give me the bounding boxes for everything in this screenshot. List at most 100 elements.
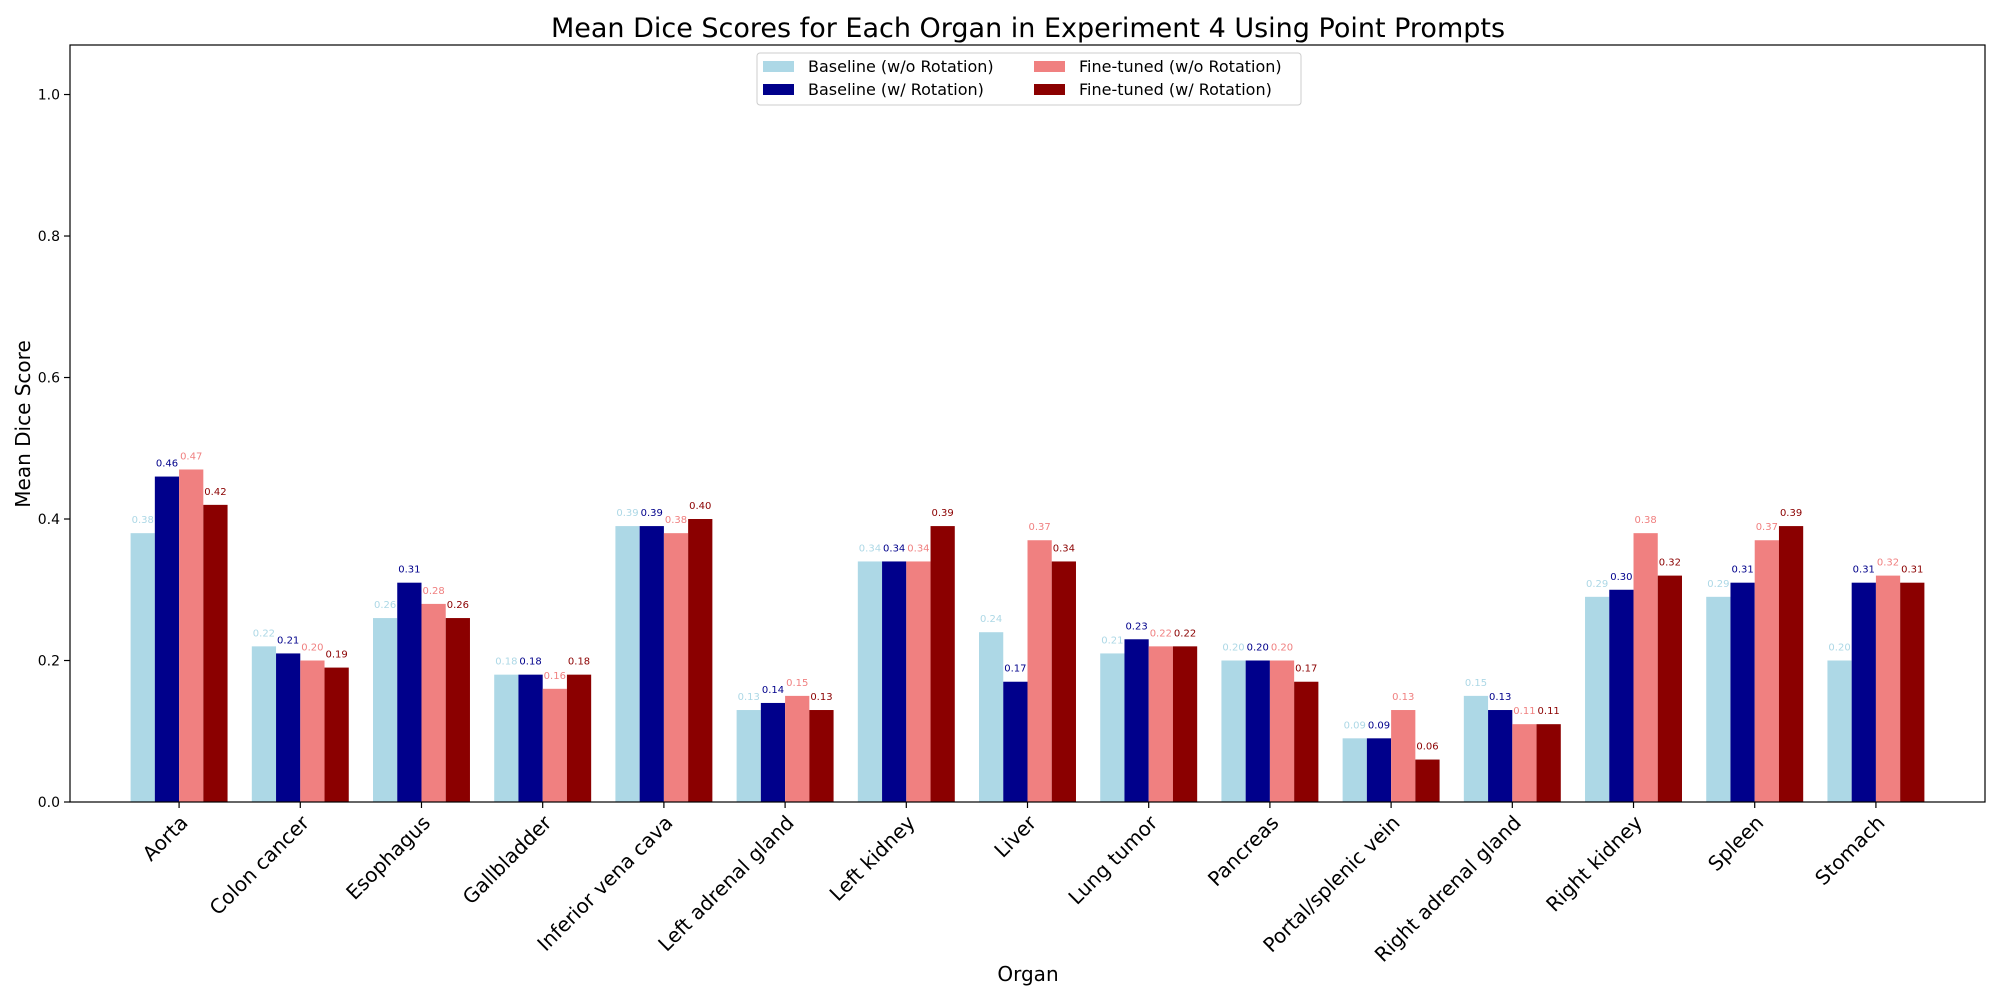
bar-value-label: 0.22 — [1174, 628, 1196, 639]
bar-value-label: 0.20 — [1828, 643, 1850, 654]
bar — [324, 667, 349, 802]
bar — [760, 702, 786, 802]
bar — [397, 582, 422, 802]
bar — [373, 618, 398, 802]
x-tick-label: Colon cancer — [205, 810, 315, 920]
y-tick-label: 0.8 — [38, 229, 60, 245]
y-tick-label: 0.6 — [38, 371, 60, 387]
bar-value-label: 0.34 — [859, 543, 881, 554]
legend-frame — [756, 52, 1302, 106]
bar — [1342, 738, 1367, 802]
bar-value-label: 0.16 — [544, 671, 566, 682]
bar-value-label: 0.13 — [1489, 692, 1511, 703]
bar — [203, 504, 228, 802]
bar-value-label: 0.20 — [1222, 643, 1244, 654]
bar-value-label: 0.18 — [495, 657, 517, 668]
bar — [1706, 596, 1731, 802]
legend-entry: Baseline (w/ Rotation) — [808, 80, 984, 99]
bar-value-label: 0.17 — [1004, 664, 1026, 675]
bar-value-label: 0.21 — [1101, 635, 1123, 646]
y-tick-label: 0.2 — [38, 654, 60, 670]
bar — [1488, 710, 1513, 802]
bar-value-label: 0.09 — [1368, 720, 1390, 731]
bar — [1609, 589, 1634, 802]
bar — [1366, 738, 1392, 802]
bar — [1148, 646, 1173, 802]
bar-value-label: 0.26 — [447, 600, 469, 611]
bar — [615, 526, 640, 802]
legend-swatch — [763, 84, 794, 95]
bar — [494, 674, 519, 802]
bar — [1463, 695, 1489, 802]
x-tick-label: Aorta — [138, 811, 193, 866]
bar-value-label: 0.38 — [665, 515, 687, 526]
legend-entry: Baseline (w/o Rotation) — [808, 57, 994, 76]
bar-value-label: 0.47 — [180, 451, 202, 462]
bar — [1003, 681, 1028, 802]
bar-value-label: 0.19 — [326, 650, 348, 661]
x-tick-label: Esophagus — [341, 811, 435, 905]
y-tick-label: 0.0 — [38, 795, 60, 811]
bar-value-label: 0.34 — [883, 543, 905, 554]
bar-value-label: 0.40 — [689, 501, 711, 512]
bar-value-label: 0.29 — [1707, 579, 1729, 590]
chart-title: Mean Dice Scores for Each Organ in Exper… — [551, 13, 1505, 44]
bar-value-label: 0.15 — [1465, 678, 1487, 689]
bar — [518, 674, 543, 802]
x-tick-label: Right kidney — [1541, 810, 1647, 916]
x-tick-label: Spleen — [1703, 811, 1768, 876]
y-axis-label: Mean Dice Score — [11, 340, 35, 507]
bar-value-label: 0.38 — [132, 515, 154, 526]
bar-value-label: 0.39 — [641, 508, 663, 519]
bar-value-label: 0.31 — [1901, 565, 1923, 576]
x-axis-label: Organ — [997, 962, 1058, 986]
bar-value-label: 0.11 — [1513, 706, 1535, 717]
bar — [857, 561, 883, 802]
bar — [1100, 653, 1125, 802]
bar — [1415, 759, 1440, 802]
legend-entry: Fine-tuned (w/o Rotation) — [1079, 57, 1282, 76]
x-tick-label: Inferior vena cava — [532, 811, 677, 956]
bar — [276, 653, 301, 802]
x-tick-label: Pancreas — [1203, 811, 1284, 892]
bar-value-label: 0.38 — [1635, 515, 1657, 526]
bar-value-label: 0.31 — [1731, 565, 1753, 576]
x-tick-label: Lung tumor — [1063, 810, 1162, 909]
bar — [736, 710, 761, 802]
bar-value-label: 0.14 — [762, 685, 784, 696]
x-tick-label: Liver — [989, 810, 1041, 862]
bar — [1778, 526, 1804, 802]
bar-value-label: 0.32 — [1659, 558, 1681, 569]
legend-swatch — [1034, 61, 1065, 72]
bar — [979, 632, 1004, 802]
x-tick-label: Stomach — [1810, 811, 1889, 890]
bar — [785, 695, 810, 802]
bar — [1172, 646, 1198, 802]
bar-value-label: 0.26 — [374, 600, 396, 611]
bar-value-label: 0.13 — [810, 692, 832, 703]
bar — [251, 646, 277, 802]
bar — [542, 688, 567, 802]
y-tick-label: 1.0 — [38, 88, 60, 104]
bar-value-label: 0.39 — [1780, 508, 1802, 519]
bar-value-label: 0.29 — [1586, 579, 1608, 590]
bar-value-label: 0.15 — [786, 678, 808, 689]
x-tick-label: Portal/splenic vein — [1258, 811, 1404, 957]
bar — [1512, 724, 1537, 802]
bar-value-label: 0.09 — [1344, 720, 1366, 731]
bar — [882, 561, 907, 802]
bar-value-label: 0.21 — [277, 635, 299, 646]
bar-value-label: 0.28 — [422, 586, 444, 597]
y-tick-label: 0.4 — [38, 512, 60, 528]
x-tick-label: Left adrenal gland — [653, 811, 798, 956]
bar-value-label: 0.34 — [1053, 543, 1075, 554]
bar-value-label: 0.18 — [519, 657, 541, 668]
bar-value-label: 0.22 — [253, 628, 275, 639]
legend-swatch — [1034, 84, 1065, 95]
bar-value-label: 0.24 — [980, 614, 1002, 625]
bar — [566, 674, 592, 802]
bar-value-label: 0.37 — [1756, 522, 1778, 533]
bar — [1754, 540, 1779, 802]
bar-value-label: 0.20 — [1247, 643, 1269, 654]
